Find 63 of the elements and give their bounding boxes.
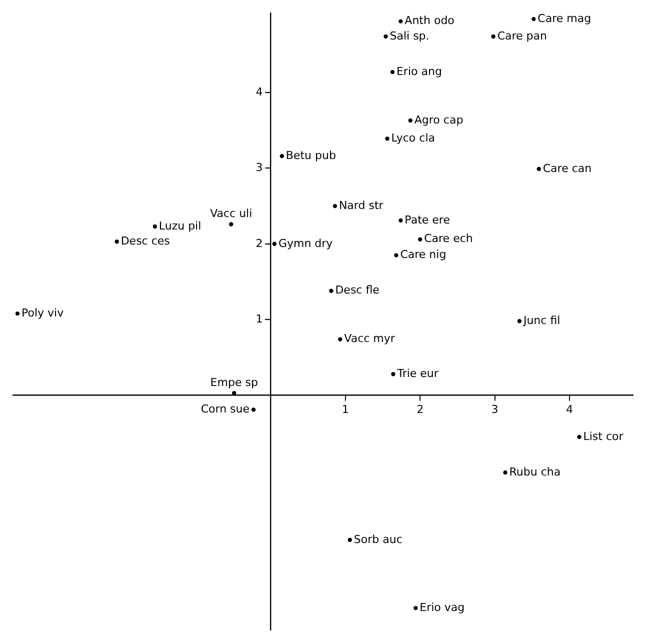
x-tick-label: 4 [566,402,574,416]
series-label: Erio ang [396,64,442,78]
point [348,538,352,542]
series-label: Desc ces [120,234,170,248]
series-label: Desc fle [335,284,380,297]
point [517,319,522,324]
point [385,136,390,141]
series-label: Nard str [338,198,384,212]
point [384,34,388,39]
y-tick-label: 3 [256,161,263,174]
point [114,240,119,244]
series-label: Rubu cha [509,465,561,478]
point [414,606,418,610]
point [532,16,536,22]
series-label: Care nig [400,248,446,262]
point [398,218,403,223]
series-label: Erio vag [420,600,465,614]
y-tick-label: 4 [256,85,263,98]
point [536,166,541,172]
series-label: Lyco cla [391,132,435,145]
series-label: Vacc uli [210,207,252,220]
point [408,118,412,123]
x-tick-label: 1 [342,402,349,416]
series-label: Empe sp [210,376,258,389]
series-label: Poly viv [21,306,64,320]
series-label: Care mag [538,12,592,25]
point [491,34,496,39]
point [398,19,403,24]
point [251,408,256,412]
series-label: Pate ere [404,213,450,226]
point [394,253,398,258]
point [329,288,334,293]
point [391,372,396,376]
point [272,242,277,246]
y-tick-label: 2 [256,236,263,250]
series-label: Corn sue [200,402,250,416]
series-label: Agro cap [414,113,464,126]
y-tick-label: 1 [256,312,263,326]
point [152,224,158,229]
series-label: List cor [583,430,624,443]
series-label: Sali sp. [390,29,430,42]
series-label: Care can [542,162,592,175]
series-label: Trie eur [396,366,439,380]
series-label: Luzu pil [158,219,202,232]
series-label: Anth odo [404,14,455,28]
series-label: Junc fil [522,314,560,327]
series-label: Sorb auc [354,532,402,546]
series-label: Vacc myr [344,332,396,346]
point [229,222,234,226]
x-tick-label: 2 [416,402,424,416]
point [418,237,422,242]
point [503,470,508,475]
series-label: Care pan [497,29,548,42]
point [390,70,395,74]
point [577,434,582,440]
x-tick-label: 3 [491,402,498,416]
point [338,337,342,342]
point [15,311,20,316]
series-label: Care ech [424,232,473,246]
series-label: Gymn dry [278,236,334,250]
series-label: Betu pub [286,148,336,162]
point [280,154,284,158]
point [332,204,338,208]
